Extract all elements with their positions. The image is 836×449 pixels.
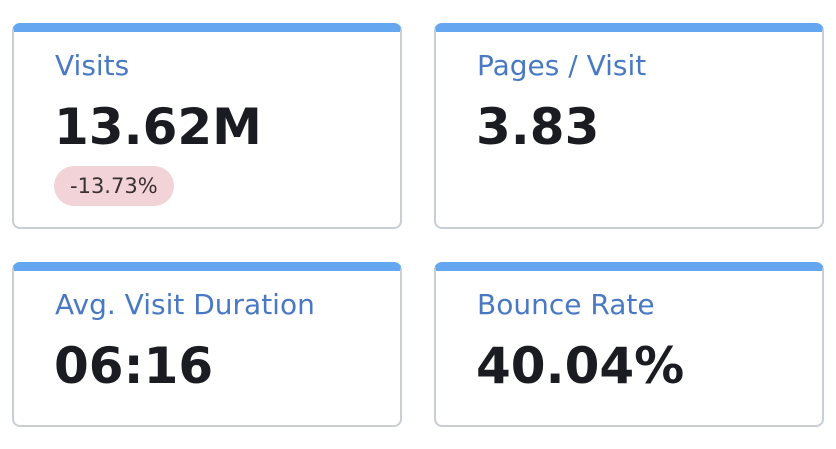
metric-value: 13.62M: [54, 98, 262, 156]
bounce-rate-card: Bounce Rate 40.04%: [434, 262, 824, 427]
pages-per-visit-card: Pages / Visit 3.83: [434, 23, 824, 229]
metric-value: 40.04%: [476, 337, 685, 395]
metric-value: 06:16: [54, 337, 214, 395]
metric-label: Bounce Rate: [477, 288, 655, 321]
metric-label: Pages / Visit: [477, 49, 647, 82]
metric-value: 3.83: [476, 98, 600, 156]
visits-card: Visits 13.62M -13.73%: [12, 23, 402, 229]
change-badge: -13.73%: [54, 166, 174, 206]
metric-label: Avg. Visit Duration: [55, 288, 315, 321]
avg-visit-duration-card: Avg. Visit Duration 06:16: [12, 262, 402, 427]
metric-label: Visits: [55, 49, 130, 82]
